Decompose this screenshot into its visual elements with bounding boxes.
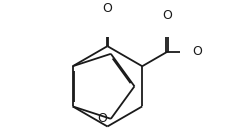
Text: O: O xyxy=(162,10,172,23)
Text: O: O xyxy=(103,2,112,15)
Text: O: O xyxy=(97,112,107,125)
Text: O: O xyxy=(192,45,202,58)
